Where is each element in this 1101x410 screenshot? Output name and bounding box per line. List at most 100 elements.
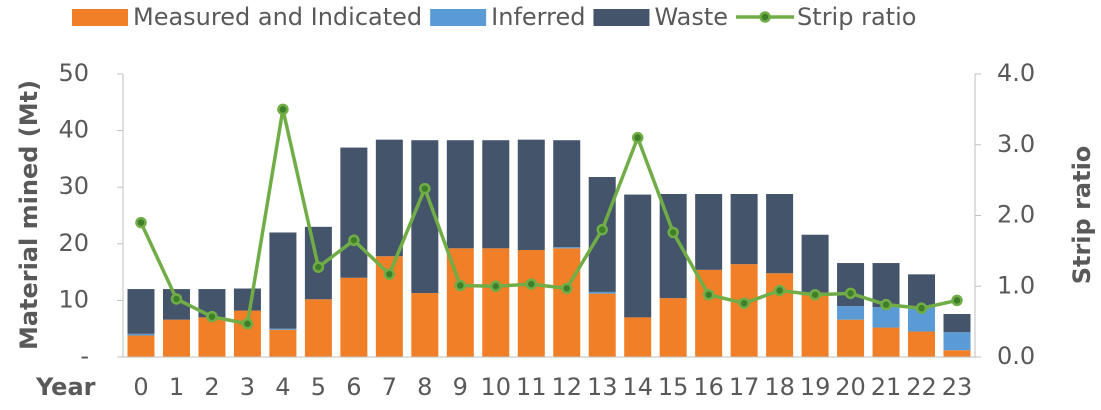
- line-marker: [809, 288, 821, 301]
- x-tick-label: 5: [311, 373, 326, 401]
- bar-segment: [695, 269, 723, 357]
- x-tick-label: 22: [906, 373, 937, 401]
- x-tick-label: 19: [800, 373, 831, 401]
- x-tick-label: 18: [764, 373, 795, 401]
- line-marker: [419, 182, 431, 195]
- bar-segment: [659, 298, 687, 357]
- bar-segment: [304, 299, 332, 357]
- line-marker: [383, 268, 396, 280]
- bar-segment: [446, 140, 474, 249]
- y2-tick-label: 2.0: [997, 201, 1035, 229]
- bar-segment: [269, 328, 297, 330]
- line-marker: [277, 103, 289, 116]
- bar-segment: [411, 293, 439, 357]
- x-tick-label: 7: [382, 373, 397, 401]
- legend-marker: [759, 11, 771, 23]
- x-tick-label: 4: [275, 373, 290, 401]
- legend-label: Waste: [654, 3, 728, 31]
- bar-segment: [517, 139, 545, 251]
- bar-segment: [269, 232, 297, 329]
- line-marker: [596, 223, 608, 236]
- bar-segment: [837, 263, 865, 307]
- line-marker: [560, 282, 573, 295]
- x-tick-label: 21: [871, 373, 902, 401]
- bar-segment: [588, 291, 616, 294]
- line-marker: [738, 297, 750, 309]
- bar-segment: [624, 194, 652, 318]
- line-marker: [525, 278, 538, 290]
- bar-segment: [730, 193, 758, 265]
- y2-axis-title: Strip ratio: [1068, 146, 1096, 285]
- x-tick-label: 17: [729, 373, 760, 401]
- x-tick-label: 20: [835, 373, 866, 401]
- bar-segment: [943, 313, 971, 333]
- legend-swatch: [72, 9, 128, 26]
- line-marker: [915, 302, 928, 314]
- bar-segment: [482, 248, 510, 357]
- bar-segment: [127, 289, 155, 334]
- bar-segment: [162, 319, 190, 357]
- line-marker: [490, 280, 502, 292]
- bar-segment: [375, 139, 403, 257]
- bar-segment: [127, 333, 155, 336]
- legend-label: Strip ratio: [797, 3, 916, 31]
- y-tick-label: -: [80, 342, 89, 370]
- line-marker: [631, 131, 644, 144]
- x-tick-label: 9: [453, 373, 468, 401]
- bar-segment: [233, 288, 261, 311]
- line-marker: [170, 293, 183, 305]
- line-marker: [454, 279, 467, 292]
- bar-segment: [837, 306, 865, 320]
- line-marker: [844, 287, 857, 300]
- bar-segment: [801, 292, 829, 357]
- bar-segment: [588, 293, 616, 357]
- bar-segment: [872, 307, 900, 328]
- bar-segment: [624, 317, 652, 357]
- bar-segment: [269, 329, 297, 357]
- bar-segment: [908, 331, 936, 357]
- line-marker: [951, 294, 963, 307]
- bar-segment: [943, 332, 971, 351]
- line-marker: [702, 288, 715, 301]
- bar-segment: [482, 140, 510, 249]
- x-tick-label: 2: [204, 373, 219, 401]
- x-tick-label: 11: [516, 373, 547, 401]
- bar-segment: [695, 193, 723, 270]
- bar-segment: [908, 274, 936, 308]
- x-tick-label: 10: [481, 373, 512, 401]
- line-marker: [135, 216, 147, 229]
- y-tick-label: 30: [58, 172, 89, 200]
- y-tick-label: 20: [58, 229, 89, 257]
- y2-tick-label: 4.0: [997, 59, 1035, 87]
- x-tick-label: 1: [169, 373, 184, 401]
- x-tick-label: 6: [346, 373, 361, 401]
- line-marker: [880, 298, 892, 311]
- bar-segment: [553, 248, 581, 357]
- legend-swatch: [430, 9, 487, 26]
- x-tick-label: 8: [417, 373, 432, 401]
- x-tick-label: 15: [658, 373, 689, 401]
- x-tick-label: 3: [240, 373, 255, 401]
- bar-segment: [943, 350, 971, 357]
- x-tick-label: 14: [622, 373, 653, 401]
- line-marker: [206, 310, 218, 323]
- y2-tick-label: 3.0: [997, 130, 1035, 158]
- bar-segment: [872, 327, 900, 357]
- bar-segment: [553, 140, 581, 248]
- bar-segment: [766, 193, 794, 274]
- y-axis-title: Material mined (Mt): [15, 80, 43, 350]
- bar-segment: [837, 319, 865, 357]
- line-marker: [348, 234, 360, 247]
- legend-label: Measured and Indicated: [133, 3, 422, 31]
- line-marker: [667, 226, 679, 239]
- bar-segment: [198, 317, 226, 357]
- bar-segment: [340, 147, 368, 278]
- y-tick-label: 10: [58, 285, 89, 313]
- bar-segment: [340, 277, 368, 357]
- line-marker: [312, 261, 325, 273]
- bar-segment: [517, 250, 545, 357]
- x-tick-label: 0: [133, 373, 148, 401]
- y-tick-label: 50: [58, 59, 89, 87]
- y2-tick-label: 0.0: [997, 342, 1035, 370]
